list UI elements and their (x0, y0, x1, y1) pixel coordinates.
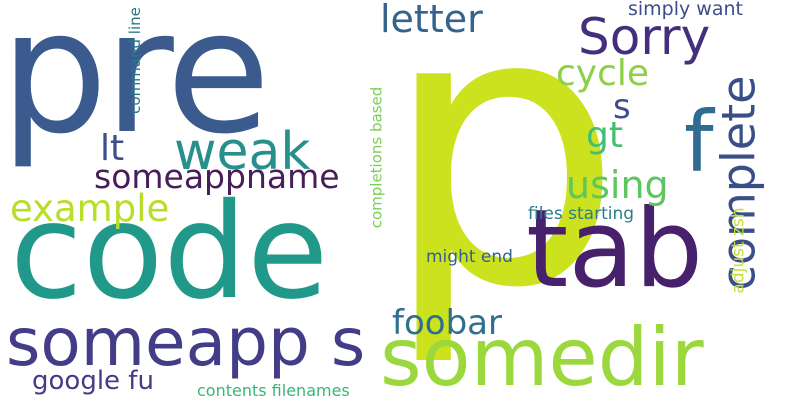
word-s: s (613, 87, 631, 127)
word-someappname: someappname (94, 157, 340, 196)
word-f: f (684, 93, 714, 191)
word-foobar: foobar (392, 303, 502, 343)
word-files-starting: files starting (528, 204, 635, 224)
word-google-fu: google fu (32, 366, 154, 396)
word-might-end: might end (426, 247, 513, 267)
word-someapp-s: someapp s (6, 304, 366, 381)
word-simply-want: simply want (628, 0, 743, 20)
word-sorry: Sorry (578, 8, 711, 66)
word-adjust-zsh: adjust zsh (728, 207, 749, 294)
word-weak: weak (174, 122, 311, 182)
word-tab: tab (526, 187, 704, 312)
word-p: p (382, 0, 624, 371)
word-example: example (10, 187, 170, 230)
word-code: code (10, 175, 329, 329)
word-letter: letter (380, 0, 483, 41)
word-lt: lt (100, 128, 125, 169)
word-gt: gt (586, 115, 623, 156)
word-pre: pre (0, 0, 271, 172)
word-cycle: cycle (556, 53, 650, 94)
word-completions-based: completions based (367, 86, 386, 229)
word-contents-filenames: contents filenames (197, 381, 350, 400)
word-using: using (566, 163, 669, 207)
word-command-line: command line (125, 7, 144, 114)
word-somedir: somedir (380, 311, 704, 400)
